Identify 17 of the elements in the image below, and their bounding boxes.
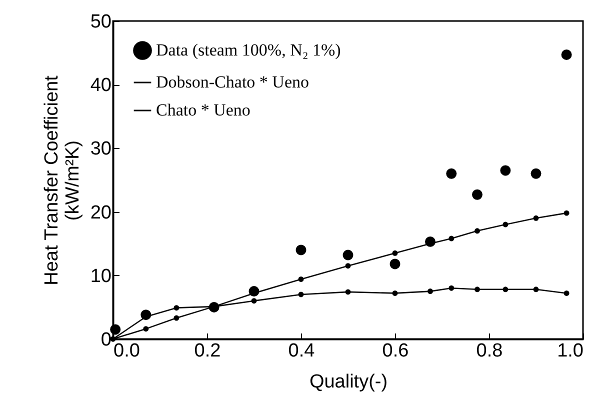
y-tick-label: 10	[90, 266, 112, 287]
legend-label: Chato * Ueno	[156, 100, 250, 120]
y-tick-label: 50	[90, 12, 112, 32]
x-axis-title: Quality(-)	[309, 372, 388, 392]
x-tick-label: 1.0	[557, 340, 584, 362]
legend-label: Dobson-Chato * Ueno	[156, 72, 309, 92]
legend-label: Data (steam 100%, N₂ 1%)	[156, 40, 341, 60]
y-tick-label: 0	[100, 330, 112, 350]
y-tick-label: 30	[90, 138, 112, 160]
x-tick-label: 0.4	[288, 340, 316, 362]
y-axis-title: Heat Transfer Coefficient (kW/m²K)	[41, 74, 84, 286]
x-tick-label: 0.6	[382, 340, 409, 362]
x-tick-label: 0.8	[476, 340, 503, 362]
x-tick-label: 0.2	[194, 340, 221, 362]
y-tick-label: 20	[90, 202, 112, 224]
x-tick-label: 0.0	[114, 340, 140, 362]
y-tick-label: 40	[90, 75, 112, 96]
